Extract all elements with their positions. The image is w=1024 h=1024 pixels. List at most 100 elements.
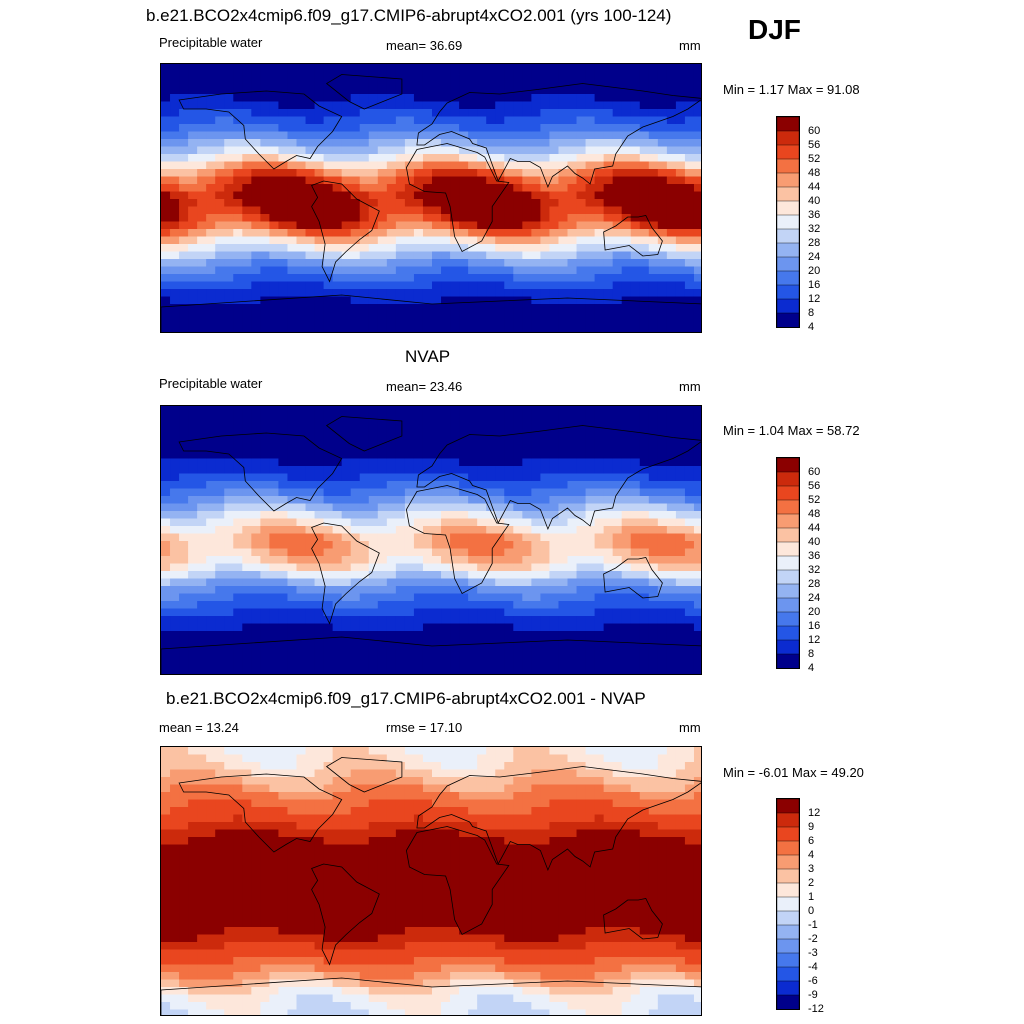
field-cell	[170, 413, 180, 422]
field-cell	[161, 496, 171, 505]
field-cell	[441, 754, 451, 763]
field-cell	[513, 274, 523, 283]
field-cell	[639, 101, 650, 110]
field-cell	[432, 503, 442, 512]
field-cell	[242, 116, 252, 125]
field-cell	[197, 762, 207, 771]
field-cell	[296, 266, 307, 275]
field-cell	[657, 86, 668, 95]
field-cell	[540, 466, 551, 475]
field-cell	[233, 221, 243, 230]
field-cell	[260, 319, 270, 328]
field-cell	[404, 503, 415, 512]
field-cell	[648, 601, 659, 610]
field-cell	[305, 289, 316, 298]
field-cell	[477, 161, 487, 170]
field-cell	[477, 71, 487, 80]
field-cell	[567, 616, 578, 625]
field-cell	[251, 578, 261, 587]
field-cell	[558, 281, 569, 290]
field-cell	[558, 214, 569, 223]
field-cell	[368, 161, 379, 170]
field-cell	[359, 601, 370, 610]
field-cell	[386, 646, 397, 655]
field-cell	[197, 421, 207, 430]
field-cell	[305, 777, 316, 786]
field-cell	[314, 769, 325, 778]
field-cell	[432, 428, 442, 437]
field-cell	[693, 244, 701, 253]
field-cell	[161, 777, 171, 786]
field-cell	[594, 86, 605, 95]
field-cell	[296, 784, 307, 793]
field-cell	[224, 638, 234, 647]
field-cell	[188, 236, 198, 245]
field-cell	[666, 169, 677, 178]
field-cell	[341, 616, 352, 625]
field-cell	[260, 116, 270, 125]
field-cell	[648, 586, 659, 595]
field-cell	[477, 428, 487, 437]
field-cell	[269, 754, 280, 763]
field-cell	[585, 124, 596, 133]
field-cell	[188, 326, 198, 332]
field-cell	[413, 191, 424, 200]
field-cell	[459, 274, 469, 283]
field-cell	[468, 653, 478, 662]
field-cell	[459, 578, 469, 587]
field-cell	[585, 593, 596, 602]
field-cell	[341, 161, 352, 170]
field-cell	[612, 319, 623, 328]
field-cell	[450, 406, 460, 415]
field-cell	[621, 451, 632, 460]
field-cell	[350, 601, 361, 610]
field-cell	[206, 451, 216, 460]
field-cell	[341, 571, 352, 580]
field-cell	[404, 131, 415, 140]
field-cell	[197, 436, 207, 445]
field-cell	[585, 79, 596, 88]
field-cell	[170, 578, 180, 587]
field-cell	[341, 481, 352, 490]
field-cell	[404, 221, 415, 230]
field-cell	[179, 586, 189, 595]
field-cell	[531, 169, 541, 178]
field-cell	[215, 548, 225, 557]
field-cell	[242, 436, 252, 445]
field-cell	[260, 608, 270, 617]
field-cell	[522, 281, 532, 290]
field-cell	[296, 443, 307, 452]
field-cell	[161, 661, 171, 670]
field-cell	[675, 421, 686, 430]
colorbar-tick-label: 4	[808, 321, 815, 333]
field-cell	[242, 184, 252, 193]
field-cell	[161, 503, 171, 512]
field-cell	[621, 792, 632, 801]
field-cell	[585, 518, 596, 527]
field-cell	[413, 406, 424, 415]
field-cell	[251, 586, 261, 595]
field-cell	[504, 236, 514, 245]
field-cell	[648, 281, 659, 290]
field-cell	[459, 616, 469, 625]
field-cell	[341, 326, 352, 332]
field-cell	[450, 86, 460, 95]
field-cell	[486, 428, 496, 437]
field-cell	[495, 623, 505, 632]
field-cell	[540, 244, 551, 253]
field-cell	[296, 451, 307, 460]
field-cell	[450, 571, 460, 580]
field-cell	[287, 176, 298, 185]
colorbar-tick-label: 40	[808, 536, 821, 548]
field-cell	[170, 593, 180, 602]
field-cell	[359, 443, 370, 452]
field-cell	[603, 131, 614, 140]
field-cell	[332, 289, 343, 298]
field-cell	[404, 94, 415, 103]
field-cell	[413, 131, 424, 140]
field-cell	[486, 518, 496, 527]
field-cell	[251, 311, 261, 320]
field-cell	[233, 71, 243, 80]
field-cell	[585, 86, 596, 95]
field-cell	[522, 191, 532, 200]
